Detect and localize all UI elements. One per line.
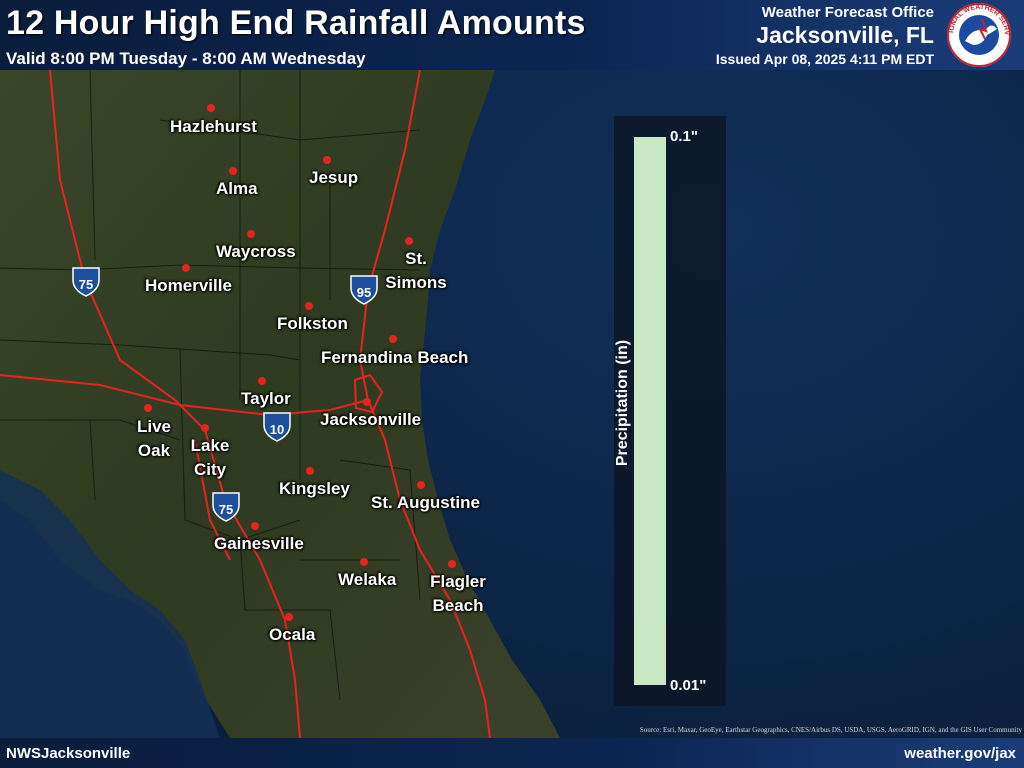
- city-label-lake-city: Lake City: [190, 436, 230, 479]
- city-dots: [144, 104, 456, 621]
- svg-text:75: 75: [79, 277, 93, 292]
- legend-title: Precipitation (in): [614, 339, 631, 467]
- city-label-ocala: Ocala: [269, 625, 316, 644]
- city-label-jacksonville: Jacksonville: [320, 410, 422, 429]
- land-mass: [0, 70, 560, 738]
- svg-text:95: 95: [357, 285, 371, 300]
- city-label-fernandina-beach: Fernandina Beach: [321, 348, 469, 367]
- city-label-flagler-beach: Flagler Beach: [430, 572, 486, 615]
- city-label-jesup: Jesup: [309, 168, 359, 187]
- map-source-credit: Source: Esri, Maxar, GeoEye, Earthstar G…: [639, 726, 1022, 734]
- social-handle: NWSJacksonville: [6, 745, 131, 762]
- city-label-gainesville: Gainesville: [214, 534, 304, 553]
- precip-legend: 0.1" 0.01" Precipitation (in): [614, 116, 726, 706]
- header-bar: 12 Hour High End Rainfall Amounts Valid …: [0, 0, 1024, 70]
- legend-max-label: 0.1": [670, 128, 698, 145]
- wfo-label: Weather Forecast Office: [761, 4, 934, 21]
- city-label-hazlehurst: Hazlehurst: [170, 117, 257, 136]
- city-label-homerville: Homerville: [145, 276, 232, 295]
- nws-logo-icon: NATIONAL WEATHER SERVICE: [940, 1, 1011, 67]
- issued-time: Issued Apr 08, 2025 4:11 PM EDT: [715, 51, 934, 67]
- county-lines: [0, 69, 421, 701]
- city-label-waycross: Waycross: [216, 242, 296, 261]
- gulf-coast-water: [0, 470, 220, 738]
- valid-period: Valid 8:00 PM Tuesday - 8:00 AM Wednesda…: [6, 49, 366, 68]
- city-label-st-simons: St. Simons: [385, 249, 447, 292]
- website-link[interactable]: weather.gov/jax: [904, 745, 1016, 762]
- svg-text:10: 10: [270, 422, 284, 437]
- legend-min-label: 0.01": [670, 677, 707, 694]
- city-label-live-oak: Live Oak: [136, 417, 172, 460]
- office-name: Jacksonville, FL: [756, 22, 934, 48]
- city-label-kingsley: Kingsley: [279, 479, 350, 498]
- interstate-shields: 75 95 10 75: [72, 267, 378, 522]
- legend-color-bar: [634, 137, 666, 685]
- city-label-taylor: Taylor: [241, 389, 291, 408]
- svg-text:75: 75: [219, 502, 233, 517]
- city-label-welaka: Welaka: [338, 570, 397, 589]
- city-label-st-augustine: St. Augustine: [371, 493, 480, 512]
- page-title: 12 Hour High End Rainfall Amounts: [6, 4, 586, 42]
- city-label-alma: Alma: [216, 179, 258, 198]
- footer-bar: NWSJacksonville weather.gov/jax: [0, 738, 1024, 768]
- city-label-folkston: Folkston: [277, 314, 348, 333]
